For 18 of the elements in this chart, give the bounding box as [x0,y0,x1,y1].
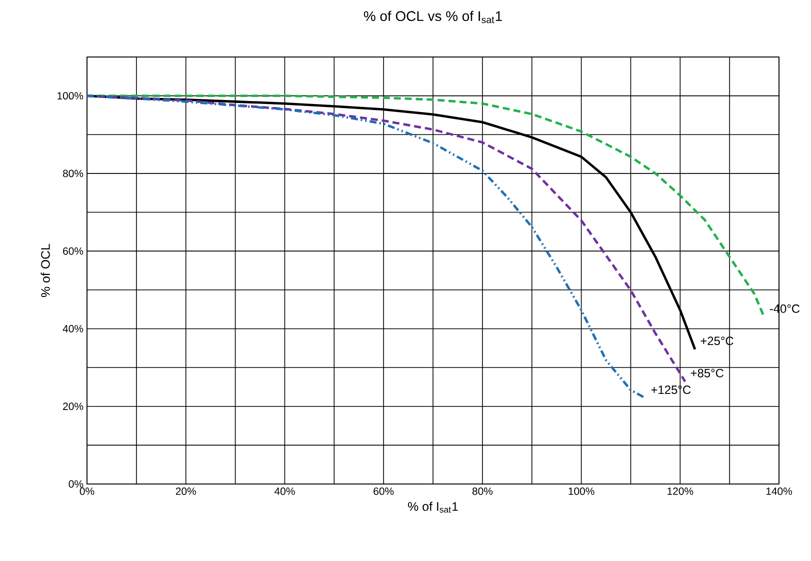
y-tick-label: 80% [63,170,84,178]
y-tick-label: 100% [58,92,84,100]
series-label: +85°C [690,368,724,378]
x-tick-label: 100% [568,488,594,495]
y-tick-label: 20% [63,402,84,410]
x-tick-label: 0% [80,488,94,495]
chart-title: % of OCL vs % of I$_{sat}$1 [364,10,502,24]
x-axis-title: % of I$_{sat}$1 [408,502,458,513]
x-tick-label: 140% [766,488,792,495]
y-tick-label: 60% [63,247,84,255]
y-tick-label: 0% [68,480,84,488]
x-tick-label: 80% [472,488,493,495]
y-axis-title: % of OCL [40,244,50,298]
x-tick-label: 60% [374,488,394,495]
y-tick-label: 40% [62,325,84,332]
x-tick-label: 40% [274,488,295,495]
x-tick-label: 20% [176,488,196,495]
x-tick-label: 120% [668,488,694,495]
